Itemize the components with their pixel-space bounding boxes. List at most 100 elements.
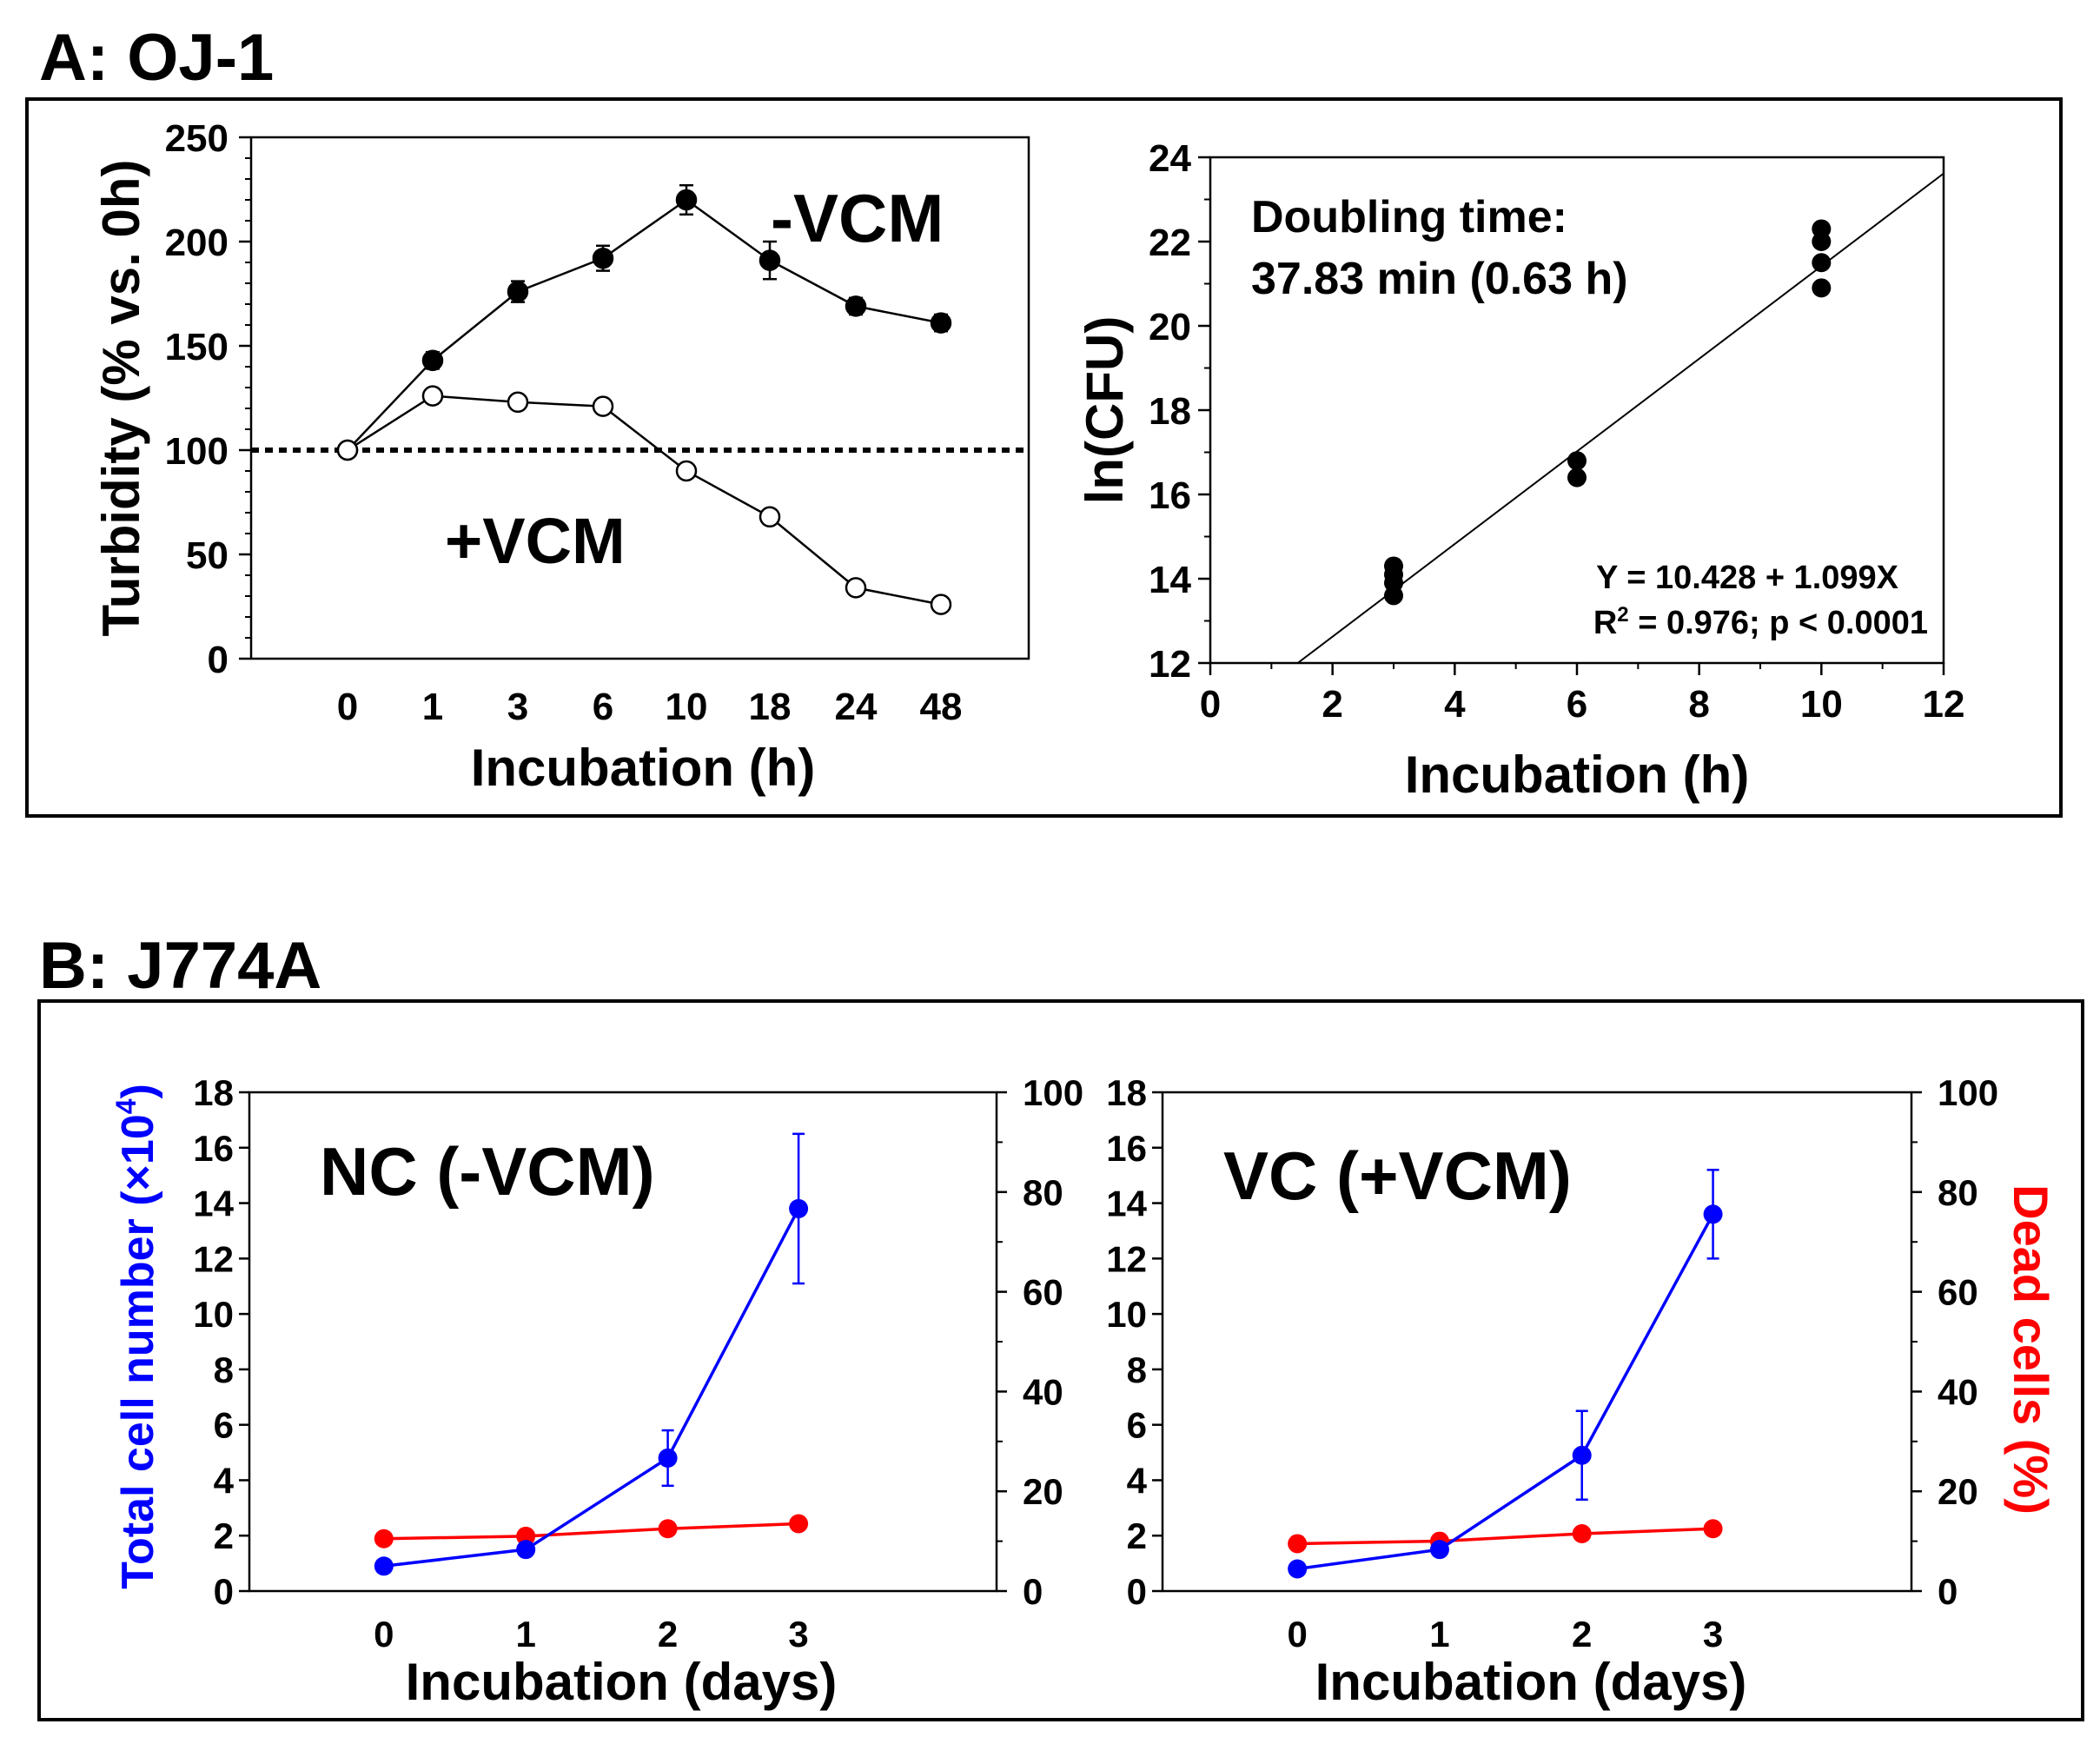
- plus-vcm-point: [759, 506, 781, 528]
- nc-left-y-tick-label: 6: [214, 1405, 234, 1446]
- panel-a-frame: [25, 97, 2063, 818]
- vc-dead-cells-point: [1572, 1523, 1592, 1543]
- minus-vcm-point: [930, 312, 952, 334]
- turbidity-y-tick-label: 150: [165, 326, 229, 368]
- minus-vcm-label: -VCM: [771, 180, 944, 256]
- nc-left-y-tick-label: 18: [193, 1072, 234, 1113]
- nc-total-cells-point: [789, 1198, 809, 1218]
- turbidity-x-tick-label: 48: [920, 686, 963, 728]
- nc-right-y-tick-label: 0: [1023, 1571, 1043, 1612]
- minus-vcm-point: [759, 249, 781, 271]
- vc-left-y-tick-label: 16: [1106, 1128, 1147, 1169]
- vc-right-y-tick-label: 40: [1938, 1371, 1978, 1412]
- cfu-x-axis-label: Incubation (h): [1405, 746, 1750, 804]
- cfu-data-point: [1812, 253, 1832, 273]
- plus-vcm-point: [592, 395, 614, 417]
- cfu-x-tick-label: 6: [1567, 683, 1587, 726]
- vc-dead-cells-line: [1297, 1527, 1713, 1546]
- cfu-data-point: [1812, 232, 1832, 251]
- nc-right-y-tick-label: 100: [1023, 1072, 1083, 1113]
- nc-chart: NC (-VCM) Incubation (days) 024681012141…: [193, 1072, 1083, 1711]
- vc-right-y-tick-label: 100: [1938, 1072, 1998, 1113]
- turbidity-x-tick-label: 24: [835, 686, 878, 728]
- cfu-x-tick-label: 8: [1688, 683, 1709, 726]
- nc-total-cells-point: [516, 1540, 536, 1560]
- turbidity-x-tick-label: 18: [749, 686, 792, 728]
- cfu-y-tick-label: 24: [1149, 137, 1191, 180]
- cfu-x-tick-label: 12: [1923, 683, 1965, 726]
- vc-left-y-tick-label: 0: [1127, 1571, 1147, 1612]
- nc-x-tick-label: 0: [374, 1614, 394, 1654]
- minus-vcm-point: [421, 349, 444, 372]
- panel-a-title: A: OJ-1: [39, 21, 274, 95]
- cfu-data-point: [1384, 586, 1403, 606]
- vc-left-y-tick-label: 18: [1106, 1072, 1147, 1113]
- total-cell-number-axis-label: Total cell number (×104): [110, 1084, 163, 1589]
- turbidity-y-tick-label: 0: [208, 639, 229, 681]
- doubling-time-label: Doubling time:: [1251, 192, 1567, 242]
- vc-total-cells-line: [1296, 1213, 1715, 1571]
- nc-dead-cells-point: [658, 1519, 678, 1539]
- vc-left-y-tick-label: 10: [1106, 1294, 1147, 1335]
- regression-equation: Y = 10.428 + 1.099X: [1596, 560, 1899, 596]
- turbidity-y-tick-label: 50: [186, 534, 229, 577]
- nc-total-cells-point: [374, 1556, 394, 1576]
- nc-left-y-tick-label: 8: [214, 1349, 234, 1390]
- regression-line: [1297, 172, 1944, 664]
- turbidity-plot-area: [249, 136, 1030, 660]
- nc-left-y-tick-label: 10: [193, 1294, 234, 1335]
- turbidity-y-tick-label: 250: [165, 117, 229, 160]
- vc-x-tick-label: 0: [1287, 1614, 1307, 1654]
- cfu-y-tick-label: 20: [1149, 306, 1191, 348]
- nc-x-axis-label: Incubation (days): [406, 1653, 838, 1711]
- plus-vcm-point: [930, 593, 952, 615]
- turbidity-y-tick-label: 100: [165, 430, 229, 473]
- plus-vcm-point: [507, 391, 529, 414]
- plus-vcm-point: [845, 577, 867, 599]
- cfu-y-tick-label: 22: [1149, 222, 1191, 264]
- cfu-data-point: [1812, 278, 1832, 298]
- nc-right-y-tick-label: 20: [1023, 1471, 1063, 1512]
- vc-total-cells-point: [1288, 1559, 1308, 1579]
- doubling-time-value: 37.83 min (0.63 h): [1251, 254, 1628, 304]
- vc-chart-label: VC (+VCM): [1223, 1137, 1572, 1214]
- cfu-y-tick-label: 12: [1149, 643, 1191, 686]
- turbidity-x-tick-label: 0: [337, 686, 358, 728]
- vc-left-y-tick-label: 12: [1106, 1238, 1147, 1279]
- turbidity-x-tick-label: 1: [422, 686, 443, 728]
- nc-right-y-tick-label: 40: [1023, 1371, 1063, 1412]
- nc-chart-label: NC (-VCM): [320, 1133, 655, 1210]
- vc-total-cells-point: [1703, 1204, 1723, 1224]
- cfu-data-point: [1567, 451, 1587, 471]
- cfu-y-tick-label: 18: [1149, 390, 1191, 433]
- vc-right-y-tick-label: 0: [1938, 1571, 1958, 1612]
- plus-vcm-series-line: [347, 395, 942, 606]
- dead-cells-axis-label: Dead cells (%): [2004, 1184, 2058, 1515]
- nc-dead-cells-line: [383, 1522, 799, 1541]
- nc-right-y-tick-label: 60: [1023, 1272, 1063, 1313]
- nc-left-y-tick-label: 0: [214, 1571, 234, 1612]
- vc-left-y-tick-label: 14: [1106, 1184, 1147, 1224]
- cfu-x-tick-label: 10: [1800, 683, 1843, 726]
- vc-dead-cells-point: [1288, 1534, 1308, 1554]
- cfu-x-tick-label: 4: [1444, 683, 1466, 726]
- turbidity-x-tick-label: 6: [593, 686, 613, 728]
- nc-left-y-tick-label: 2: [214, 1515, 234, 1556]
- vc-right-y-tick-label: 60: [1938, 1272, 1978, 1313]
- minus-vcm-series-line: [347, 198, 942, 451]
- vc-left-y-tick-label: 8: [1127, 1349, 1147, 1390]
- nc-right-y-tick-label: 80: [1023, 1172, 1063, 1213]
- cfu-data-point: [1567, 467, 1587, 487]
- vc-left-y-tick-label: 2: [1127, 1515, 1147, 1556]
- nc-left-y-tick-label: 16: [193, 1128, 234, 1169]
- panel-b-title: B: J774A: [39, 929, 321, 1003]
- vc-x-tick-label: 2: [1572, 1614, 1592, 1654]
- turbidity-x-axis-label: Incubation (h): [471, 739, 816, 797]
- vc-x-tick-label: 1: [1429, 1614, 1449, 1654]
- vc-x-tick-label: 3: [1703, 1614, 1723, 1654]
- cfu-x-tick-label: 2: [1322, 683, 1342, 726]
- turbidity-x-tick-label: 3: [507, 686, 528, 728]
- nc-x-tick-label: 1: [516, 1614, 536, 1654]
- cfu-chart: Incubation (h) ln(CFU) Doubling time: 37…: [1076, 137, 1964, 804]
- plus-vcm-point: [421, 385, 444, 407]
